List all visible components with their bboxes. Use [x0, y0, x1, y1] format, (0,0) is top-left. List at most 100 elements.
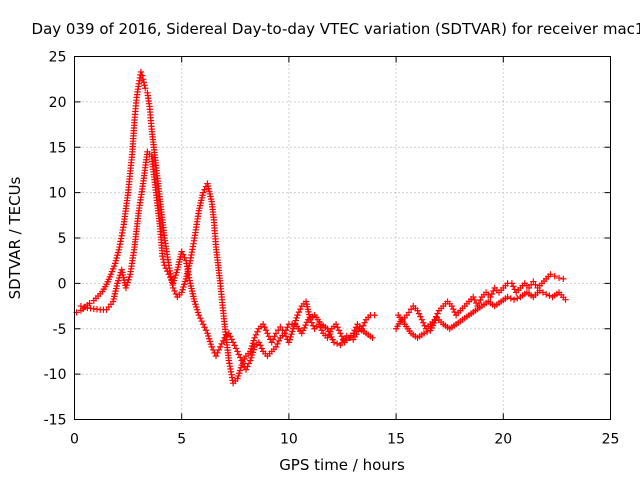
secondary-trace-point: [275, 337, 283, 345]
secondary-trace-point: [80, 303, 88, 311]
main-trace-point: [318, 327, 325, 334]
secondary-trace-point: [161, 262, 168, 269]
main-trace-point: [471, 296, 478, 304]
main-trace-point: [142, 85, 149, 92]
secondary-trace-point: [209, 346, 217, 354]
main-trace-point: [265, 333, 273, 340]
main-trace-point: [139, 75, 147, 83]
y-tick-label: -15: [44, 413, 67, 429]
main-trace-point: [414, 307, 421, 314]
x-tick-label: 10: [280, 432, 298, 448]
x-tick-label: 0: [70, 432, 79, 448]
main-trace-point: [490, 287, 497, 295]
secondary-trace-point: [160, 259, 168, 266]
x-tick-label: 25: [602, 432, 620, 448]
main-trace-point: [297, 305, 304, 313]
secondary-trace-point: [179, 251, 187, 258]
main-trace-point: [477, 296, 484, 304]
main-trace-point: [360, 322, 367, 329]
secondary-trace-point: [232, 345, 240, 352]
secondary-trace-point: [562, 296, 569, 303]
secondary-trace-point: [507, 295, 515, 302]
main-trace-point: [294, 311, 301, 319]
secondary-trace-point: [178, 248, 185, 255]
secondary-trace-point: [159, 255, 167, 263]
main-trace-point: [271, 333, 278, 340]
main-trace-point: [448, 302, 456, 310]
main-trace-point: [241, 355, 248, 363]
main-trace-point: [86, 300, 93, 307]
secondary-trace-point: [234, 348, 241, 355]
y-tick-label: 5: [58, 231, 67, 247]
y-axis-label: SDTVAR / TECUs: [6, 176, 24, 299]
main-trace-point: [551, 272, 558, 280]
main-trace-point: [172, 290, 180, 298]
secondary-trace-point: [162, 265, 170, 272]
secondary-trace-point: [219, 337, 227, 345]
main-trace-point: [508, 280, 516, 287]
main-trace-point: [352, 324, 360, 331]
main-trace-point: [268, 339, 275, 346]
secondary-trace-point: [423, 328, 431, 336]
secondary-trace-point: [195, 311, 203, 319]
y-tick-label: 10: [49, 186, 67, 202]
secondary-trace-point: [77, 302, 85, 310]
main-trace-point: [470, 293, 477, 301]
main-trace-point: [487, 293, 494, 301]
main-trace-point: [295, 308, 303, 316]
x-tick-label: 20: [494, 432, 512, 448]
main-trace-point: [140, 79, 148, 86]
main-trace-point: [334, 324, 341, 331]
secondary-trace-point: [237, 354, 244, 361]
secondary-trace-point: [225, 330, 233, 337]
secondary-trace-point: [539, 289, 547, 296]
secondary-trace-point: [245, 360, 253, 367]
main-trace-point: [417, 313, 424, 320]
secondary-trace-point: [235, 351, 243, 358]
main-trace-point: [335, 327, 343, 334]
secondary-trace-point: [244, 363, 251, 370]
main-trace-point: [199, 189, 207, 196]
secondary-trace-point: [212, 352, 220, 360]
main-trace-point: [434, 310, 441, 317]
secondary-trace-point: [199, 321, 207, 328]
secondary-trace-point: [227, 333, 234, 340]
secondary-trace-point: [159, 252, 166, 260]
main-trace-point: [511, 286, 518, 293]
main-trace-point: [451, 308, 458, 316]
secondary-trace-point: [214, 349, 221, 357]
secondary-trace-point: [346, 334, 354, 342]
secondary-trace-point: [274, 340, 281, 348]
x-tick-label: 15: [387, 432, 405, 448]
secondary-trace-point: [546, 292, 553, 299]
secondary-trace-point: [255, 339, 263, 346]
main-trace-point: [269, 336, 277, 343]
main-trace-point: [252, 331, 260, 338]
secondary-trace-point: [330, 339, 338, 346]
main-trace-point: [475, 299, 483, 307]
main-trace-point: [138, 72, 146, 79]
secondary-trace-point: [208, 343, 215, 351]
secondary-trace-point: [165, 271, 173, 278]
y-tick-label: -10: [44, 367, 67, 383]
secondary-trace-point: [229, 339, 237, 346]
main-trace-point: [332, 321, 340, 328]
main-trace-point: [201, 186, 208, 193]
secondary-trace-point: [164, 268, 171, 275]
secondary-trace-point: [284, 324, 291, 331]
main-trace-point: [282, 333, 290, 340]
main-trace-point: [560, 275, 567, 283]
secondary-trace-point: [217, 343, 224, 351]
secondary-trace-point: [215, 346, 223, 354]
main-trace-point: [371, 311, 378, 319]
chart-title: Day 039 of 2016, Sidereal Day-to-day VTE…: [32, 20, 640, 38]
main-trace-point: [547, 271, 554, 278]
secondary-trace-point: [282, 327, 290, 334]
y-tick-label: 0: [58, 276, 67, 292]
main-trace-point: [251, 334, 258, 342]
main-trace-point: [337, 330, 344, 337]
secondary-trace-point: [239, 360, 247, 367]
secondary-trace-point: [197, 314, 204, 322]
secondary-trace-point: [542, 291, 550, 298]
